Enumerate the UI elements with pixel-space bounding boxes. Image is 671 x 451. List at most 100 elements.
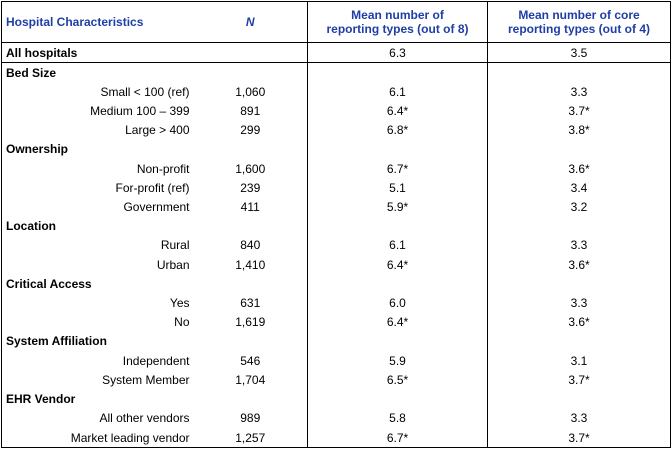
section-empty-n: [194, 390, 308, 409]
section-empty-core: [487, 62, 671, 82]
row-label: For-profit (ref): [1, 178, 194, 198]
section-title: Ownership: [1, 139, 194, 159]
table-row: System Member 1,704 6.5* 3.7*: [1, 370, 671, 390]
row-label: Independent: [1, 350, 194, 371]
row-n: 239: [240, 180, 261, 195]
row-mean: 6.1: [307, 235, 488, 256]
row-core: 3.6*: [487, 312, 671, 332]
row-label: No: [1, 312, 194, 332]
row-label: Urban: [1, 255, 194, 275]
row-mean: 6.4*: [307, 312, 488, 332]
row-n: 989: [240, 411, 261, 426]
section-empty-mean: [307, 139, 488, 159]
row-core: 3.3: [487, 82, 671, 102]
row-n: 891: [240, 103, 261, 118]
section-row: System Affiliation: [1, 331, 671, 351]
table-row: Medium 100 – 399 891 6.4* 3.7*: [1, 101, 671, 121]
section-empty-core: [487, 389, 671, 409]
row-core: 3.6*: [487, 255, 671, 275]
section-empty-core: [487, 274, 671, 294]
section-row: Critical Access: [1, 274, 671, 294]
section-empty-mean: [307, 331, 488, 351]
section-empty-core: [487, 331, 671, 351]
row-label: Large > 400: [1, 120, 194, 140]
row-n: 1,060: [235, 84, 266, 99]
header-core-line1: Mean number of core: [518, 8, 640, 22]
section-empty-n: [194, 332, 308, 351]
table-row: No 1,619 6.4* 3.6*: [1, 312, 671, 332]
row-mean: 6.7*: [307, 158, 488, 179]
table-row: Government 411 5.9* 3.2: [1, 197, 671, 217]
row-core: 3.2: [487, 197, 671, 217]
overall-label: All hospitals: [1, 42, 194, 63]
header-mean-line2: reporting types (out of 8): [326, 22, 469, 36]
row-mean: 5.9*: [307, 197, 488, 217]
row-label: Non-profit: [1, 158, 194, 179]
row-core: 3.4: [487, 178, 671, 198]
section-empty-mean: [307, 389, 488, 409]
row-label: Market leading vendor: [1, 427, 194, 449]
section-title: Location: [1, 216, 194, 236]
header-n: N: [193, 1, 308, 43]
row-n: 1,410: [235, 257, 266, 272]
section-title: Critical Access: [1, 274, 194, 294]
overall-core: 3.5: [487, 42, 671, 63]
row-mean: 5.9: [307, 350, 488, 371]
header-core-reporting: Mean number of core reporting types (out…: [487, 1, 671, 43]
table-header-row: Hospital Characteristics N Mean number o…: [1, 1, 671, 43]
header-characteristics: Hospital Characteristics: [1, 1, 194, 43]
overall-n: [193, 42, 308, 63]
section-title: System Affiliation: [1, 331, 194, 351]
row-n: 840: [240, 238, 261, 253]
row-mean: 6.5*: [307, 370, 488, 390]
row-mean: 6.0: [307, 293, 488, 313]
table-row: Small < 100 (ref) 1,060 6.1 3.3: [1, 82, 671, 102]
section-empty-mean: [307, 216, 488, 236]
row-n: 631: [240, 296, 261, 311]
overall-row: All hospitals 6.3 3.5: [1, 42, 671, 63]
row-mean: 6.8*: [307, 120, 488, 140]
section-empty-n: [194, 140, 308, 159]
row-mean: 6.4*: [307, 101, 488, 121]
table-row: Large > 400 299 6.8* 3.8*: [1, 120, 671, 140]
table-row: Market leading vendor 1,257 6.7* 3.7*: [1, 427, 671, 449]
row-core: 3.3: [487, 293, 671, 313]
row-core: 3.8*: [487, 120, 671, 140]
table-row: For-profit (ref) 239 5.1 3.4: [1, 178, 671, 198]
row-n: 1,619: [235, 315, 266, 330]
section-empty-n: [194, 217, 308, 236]
header-mean-reporting: Mean number of reporting types (out of 8…: [307, 1, 488, 43]
row-core: 3.7*: [487, 101, 671, 121]
row-n: 1,257: [193, 427, 308, 449]
header-mean-line1: Mean number of: [351, 8, 444, 22]
section-empty-n: [194, 63, 308, 83]
row-core: 3.6*: [487, 158, 671, 179]
row-mean: 6.1: [307, 82, 488, 102]
table-row: Non-profit 1,600 6.7* 3.6*: [1, 158, 671, 179]
table-row: Independent 546 5.9 3.1: [1, 350, 671, 371]
row-label: System Member: [1, 370, 194, 390]
row-label: Government: [1, 197, 194, 217]
row-core: 3.7*: [487, 370, 671, 390]
section-empty-mean: [307, 62, 488, 82]
row-core: 3.3: [487, 235, 671, 256]
table-row: Yes 631 6.0 3.3: [1, 293, 671, 313]
table-row: Urban 1,410 6.4* 3.6*: [1, 255, 671, 275]
header-core-line2: reporting types (out of 4): [508, 22, 650, 36]
section-title: EHR Vendor: [1, 389, 194, 409]
section-empty-n: [194, 274, 308, 293]
row-n: 299: [240, 123, 261, 138]
section-row: Ownership: [1, 139, 671, 159]
row-label: Yes: [1, 293, 194, 313]
overall-mean: 6.3: [307, 42, 488, 63]
row-core: 3.1: [487, 350, 671, 371]
row-n: 1,704: [235, 372, 266, 387]
row-mean: 5.1: [307, 178, 488, 198]
table-body: All hospitals 6.3 3.5 Bed Size Small < 10…: [1, 42, 671, 449]
row-mean: 5.8: [307, 408, 488, 428]
row-mean: 6.7*: [307, 427, 488, 449]
section-empty-core: [487, 216, 671, 236]
row-label: All other vendors: [1, 408, 194, 428]
row-core: 3.7*: [487, 427, 671, 449]
